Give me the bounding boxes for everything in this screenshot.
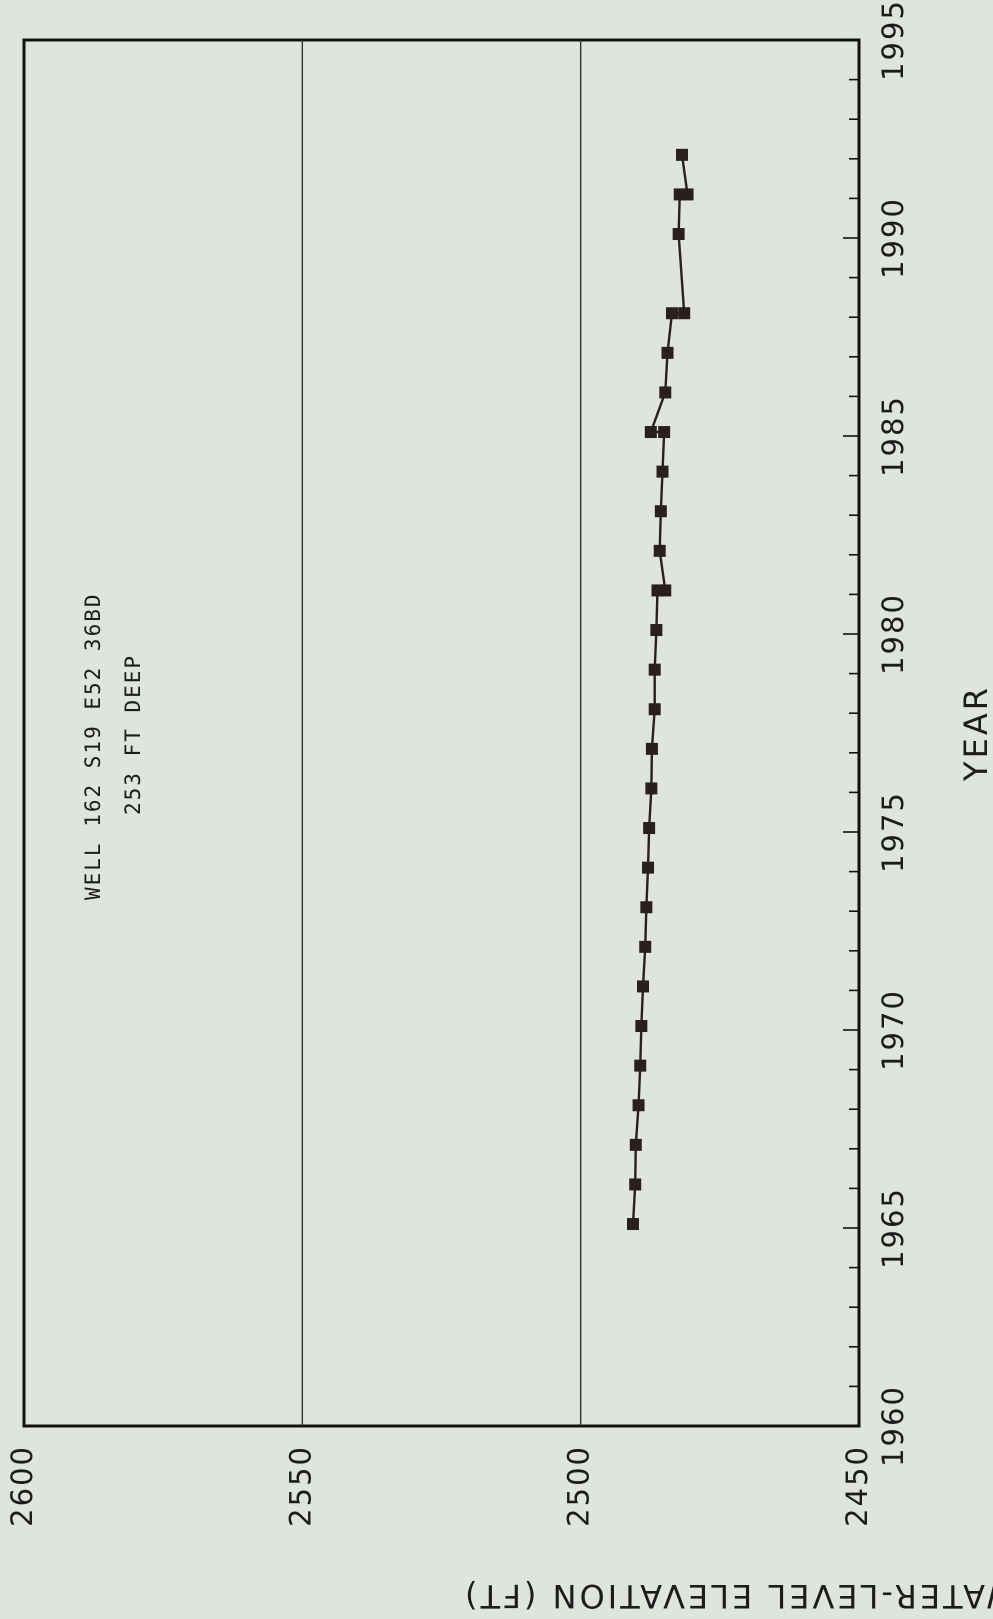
data-point-19 — [654, 505, 667, 518]
annotation-line-1: WELL 162 S19 E52 36BD — [81, 592, 105, 900]
data-point-27 — [672, 228, 685, 241]
x-tick-label-1995: 1995 — [876, 0, 910, 81]
data-point-23 — [659, 386, 672, 399]
data-point-24 — [661, 346, 674, 359]
data-point-14 — [648, 663, 661, 676]
x-tick-label-1975: 1975 — [876, 791, 910, 873]
grid — [301, 40, 582, 1426]
data-point-26 — [678, 307, 691, 320]
data-point-9 — [642, 861, 655, 874]
tick-labels: 1960 1965 1970 1975 1980 1985 1990 1995 2450 2500… — [5, 0, 910, 1527]
data-point-2 — [629, 1138, 642, 1151]
data-point-21 — [658, 426, 671, 439]
data-point-29 — [681, 188, 694, 201]
y-axis-title: WATER-LEVEL ELEVATION (FT) — [462, 1577, 993, 1615]
data-point-12 — [645, 742, 658, 755]
data-point-13 — [648, 703, 661, 716]
data-point-30 — [675, 148, 688, 161]
plot-area — [22, 38, 861, 1428]
x-tick-label-1960: 1960 — [876, 1385, 910, 1467]
x-tick-label-1985: 1985 — [876, 395, 910, 477]
x-tick-label-1970: 1970 — [876, 989, 910, 1071]
x-axis-title: YEAR — [957, 685, 993, 782]
data-point-17 — [659, 584, 672, 597]
x-tick-label-1990: 1990 — [876, 197, 910, 279]
data-point-7 — [639, 940, 652, 953]
data-point-22 — [644, 426, 657, 439]
data-point-4 — [634, 1059, 647, 1072]
data-point-15 — [650, 624, 663, 637]
data-point-18 — [653, 544, 666, 557]
annotation-line-2: 253 FT DEEP — [121, 654, 145, 815]
y-tick-label-2500: 2500 — [562, 1445, 596, 1527]
data-point-3 — [632, 1099, 645, 1112]
y-tick-label-2550: 2550 — [283, 1445, 317, 1527]
y-tick-label-2450: 2450 — [840, 1445, 874, 1527]
x-tick-label-1965: 1965 — [876, 1187, 910, 1269]
x-tick-label-1980: 1980 — [876, 593, 910, 675]
data-point-8 — [640, 901, 653, 914]
data-point-0 — [626, 1218, 639, 1231]
data-point-5 — [635, 1020, 648, 1033]
y-tick-label-2600: 2600 — [5, 1445, 39, 1527]
data-point-11 — [645, 782, 658, 795]
data-point-1 — [629, 1178, 642, 1191]
data-point-25 — [665, 307, 678, 320]
series — [626, 148, 694, 1231]
data-point-10 — [643, 822, 656, 835]
data-point-20 — [656, 465, 669, 478]
data-point-6 — [637, 980, 650, 993]
ticks — [843, 39, 859, 1427]
